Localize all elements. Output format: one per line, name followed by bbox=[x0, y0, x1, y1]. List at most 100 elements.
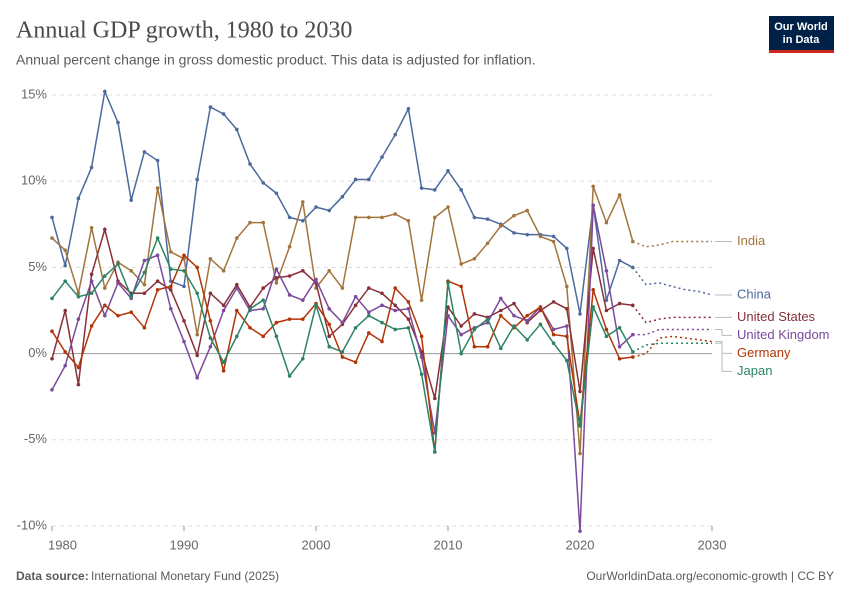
point bbox=[327, 344, 332, 349]
legend-label: India bbox=[737, 233, 766, 248]
point bbox=[116, 120, 120, 125]
point bbox=[551, 327, 556, 332]
series-line bbox=[51, 186, 634, 454]
point bbox=[301, 269, 305, 273]
point bbox=[459, 262, 464, 266]
point bbox=[274, 320, 279, 325]
point bbox=[485, 241, 490, 246]
point bbox=[419, 334, 424, 339]
point bbox=[393, 286, 398, 290]
point bbox=[76, 382, 81, 387]
point bbox=[155, 186, 160, 190]
point bbox=[314, 277, 318, 282]
point bbox=[50, 296, 54, 301]
point bbox=[261, 220, 266, 225]
point bbox=[604, 220, 609, 225]
point bbox=[327, 208, 332, 213]
point bbox=[327, 322, 332, 327]
source-label: Data source: bbox=[16, 569, 89, 583]
point bbox=[195, 375, 199, 380]
point bbox=[340, 194, 345, 199]
point bbox=[195, 177, 199, 182]
point bbox=[274, 334, 279, 339]
point bbox=[195, 332, 199, 337]
point bbox=[142, 291, 147, 296]
point bbox=[235, 334, 239, 339]
y-tick-label: 0% bbox=[28, 345, 47, 360]
point bbox=[274, 191, 279, 196]
point bbox=[248, 220, 252, 225]
point bbox=[116, 281, 120, 285]
point bbox=[248, 306, 252, 311]
point bbox=[380, 291, 384, 296]
point bbox=[485, 317, 490, 321]
y-tick-label: -10% bbox=[17, 517, 48, 532]
point bbox=[195, 353, 199, 358]
point bbox=[142, 282, 147, 287]
point bbox=[63, 363, 67, 368]
point bbox=[472, 215, 477, 220]
point bbox=[50, 329, 54, 333]
point bbox=[155, 288, 160, 292]
point bbox=[631, 303, 635, 308]
point bbox=[89, 291, 94, 296]
point bbox=[499, 308, 503, 313]
point bbox=[380, 155, 384, 159]
point bbox=[76, 291, 81, 296]
point bbox=[459, 324, 464, 328]
point bbox=[208, 256, 213, 261]
point bbox=[419, 186, 424, 190]
point bbox=[538, 234, 543, 239]
point bbox=[261, 334, 266, 339]
point bbox=[76, 317, 81, 321]
label-leader bbox=[715, 342, 732, 372]
point bbox=[565, 334, 569, 339]
point bbox=[525, 313, 529, 318]
point bbox=[578, 312, 582, 316]
footer-link[interactable]: OurWorldinData.org/economic-growth | CC … bbox=[586, 569, 834, 583]
point bbox=[406, 306, 411, 311]
series-line bbox=[51, 236, 634, 453]
point bbox=[169, 267, 173, 271]
point bbox=[221, 360, 226, 365]
point bbox=[433, 188, 437, 192]
point bbox=[459, 332, 464, 337]
point bbox=[353, 215, 358, 220]
point bbox=[446, 305, 450, 309]
chart-subtitle: Annual percent change in gross domestic … bbox=[16, 52, 536, 68]
chart-title: Annual GDP growth, 1980 to 2030 bbox=[16, 18, 352, 44]
point bbox=[103, 227, 107, 232]
projection-line bbox=[632, 328, 712, 336]
point bbox=[301, 219, 305, 223]
point bbox=[63, 263, 67, 268]
point bbox=[248, 162, 252, 166]
point bbox=[327, 334, 332, 339]
point bbox=[169, 288, 173, 292]
projection-line bbox=[632, 304, 712, 324]
point bbox=[169, 279, 173, 283]
point bbox=[604, 269, 609, 273]
point bbox=[103, 89, 107, 94]
point bbox=[195, 291, 199, 296]
point bbox=[353, 325, 358, 330]
point bbox=[340, 320, 345, 325]
point bbox=[617, 193, 622, 197]
point bbox=[472, 312, 477, 316]
point bbox=[578, 389, 582, 394]
point bbox=[565, 306, 569, 311]
point bbox=[406, 219, 411, 223]
point bbox=[617, 325, 622, 330]
point bbox=[50, 356, 54, 361]
point bbox=[274, 267, 279, 271]
logo[interactable] bbox=[769, 16, 834, 52]
projection-line bbox=[632, 342, 712, 353]
point bbox=[512, 231, 516, 235]
point bbox=[393, 308, 398, 313]
point bbox=[89, 165, 94, 170]
point bbox=[221, 269, 226, 273]
point bbox=[367, 331, 371, 335]
point bbox=[235, 127, 239, 132]
series-line bbox=[51, 205, 634, 532]
logo-text: in Data bbox=[783, 34, 821, 46]
point bbox=[221, 369, 226, 373]
